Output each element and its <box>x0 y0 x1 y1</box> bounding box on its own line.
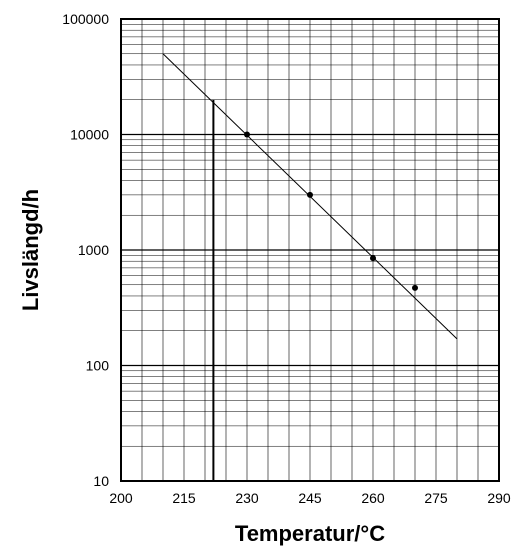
x-tick-label: 215 <box>172 490 196 506</box>
x-tick-label: 200 <box>109 490 133 506</box>
x-tick-labels: 200 215 230 245 260 275 290 <box>109 490 511 506</box>
x-axis-title: Temperatur/°C <box>235 521 385 546</box>
x-tick-label: 260 <box>361 490 385 506</box>
data-point <box>370 255 376 261</box>
y-tick-label: 100 <box>86 358 110 374</box>
data-point <box>244 132 250 138</box>
x-tick-label: 245 <box>298 490 322 506</box>
y-tick-label: 1000 <box>78 242 109 258</box>
y-axis-title: Livslängd/h <box>18 189 43 311</box>
data-point <box>307 192 313 198</box>
y-tick-label: 10000 <box>70 127 109 143</box>
y-tick-label: 10 <box>93 473 109 489</box>
y-tick-label: 100000 <box>62 11 109 27</box>
x-tick-label: 290 <box>487 490 511 506</box>
x-tick-label: 230 <box>235 490 259 506</box>
x-tick-label: 275 <box>424 490 448 506</box>
y-tick-labels: 10 100 1000 10000 100000 <box>62 11 109 489</box>
data-point <box>412 285 418 291</box>
